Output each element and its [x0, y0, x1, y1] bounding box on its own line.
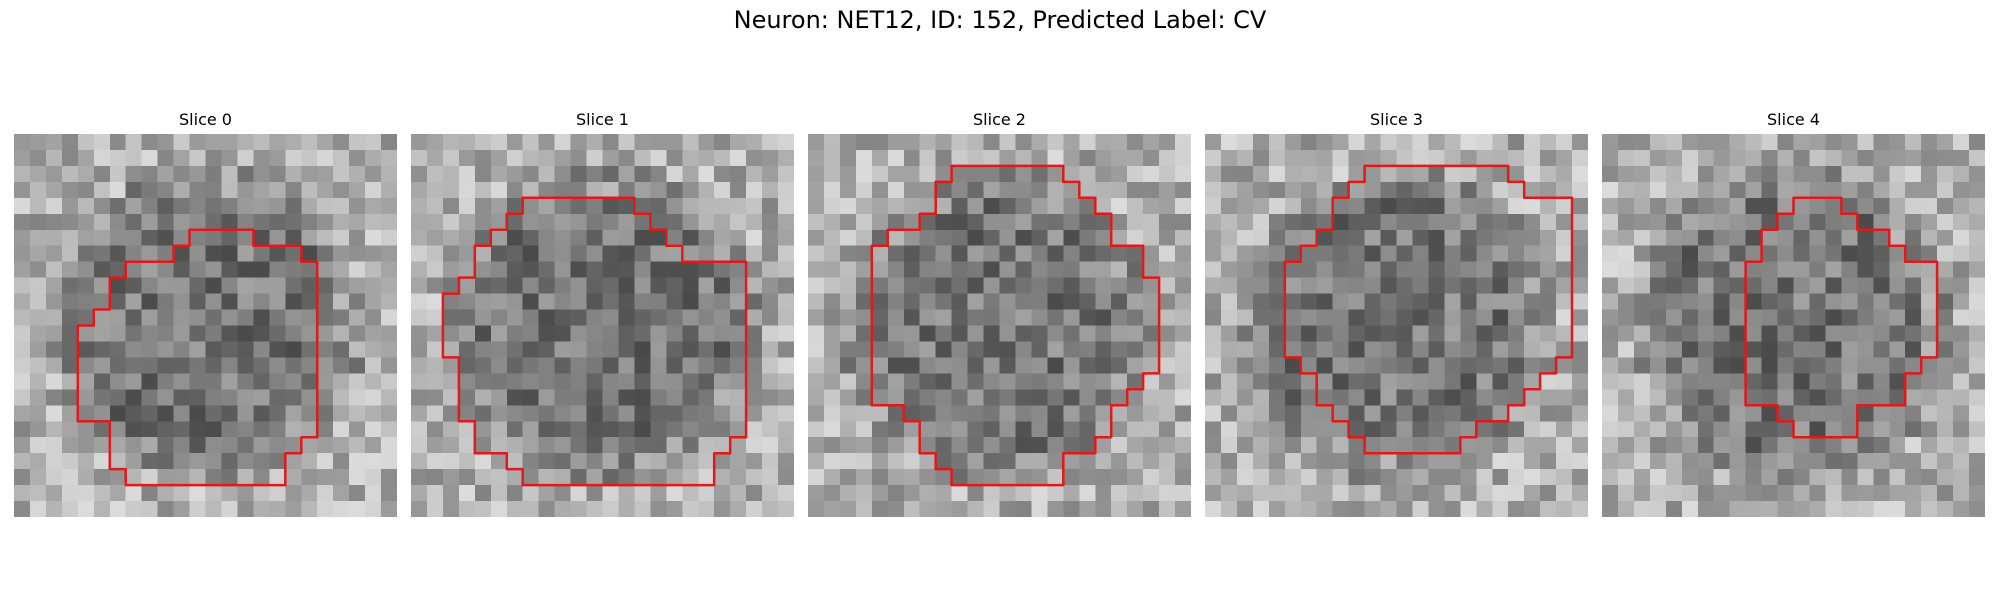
slice-image-3: [1205, 134, 1588, 517]
pixel-grid: [14, 134, 397, 517]
pixel-grid: [411, 134, 794, 517]
slice-title: Slice 2: [973, 110, 1026, 129]
slice-title: Slice 1: [576, 110, 629, 129]
slice-panel-1: Slice 1: [411, 108, 794, 517]
pixel-grid: [1205, 134, 1588, 517]
pixel-grid: [808, 134, 1191, 517]
segmentation-contour: [76, 228, 319, 487]
segmentation-contour: [441, 196, 748, 487]
slice-panel-2: Slice 2: [808, 108, 1191, 517]
slice-image-2: [808, 134, 1191, 517]
slice-title: Slice 3: [1370, 110, 1423, 129]
slice-image-1: [411, 134, 794, 517]
slice-title: Slice 0: [179, 110, 232, 129]
segmentation-contour: [870, 164, 1161, 487]
slice-image-4: [1602, 134, 1985, 517]
slice-panel-3: Slice 3: [1205, 108, 1588, 517]
slice-panel-4: Slice 4: [1602, 108, 1985, 517]
slice-panel-0: Slice 0: [14, 108, 397, 517]
slice-title: Slice 4: [1767, 110, 1820, 129]
segmentation-contour: [1744, 196, 1939, 439]
figure-title: Neuron: NET12, ID: 152, Predicted Label:…: [733, 6, 1267, 34]
segmentation-contour: [1283, 164, 1574, 455]
pixel-grid: [1602, 134, 1985, 517]
slice-image-0: [14, 134, 397, 517]
